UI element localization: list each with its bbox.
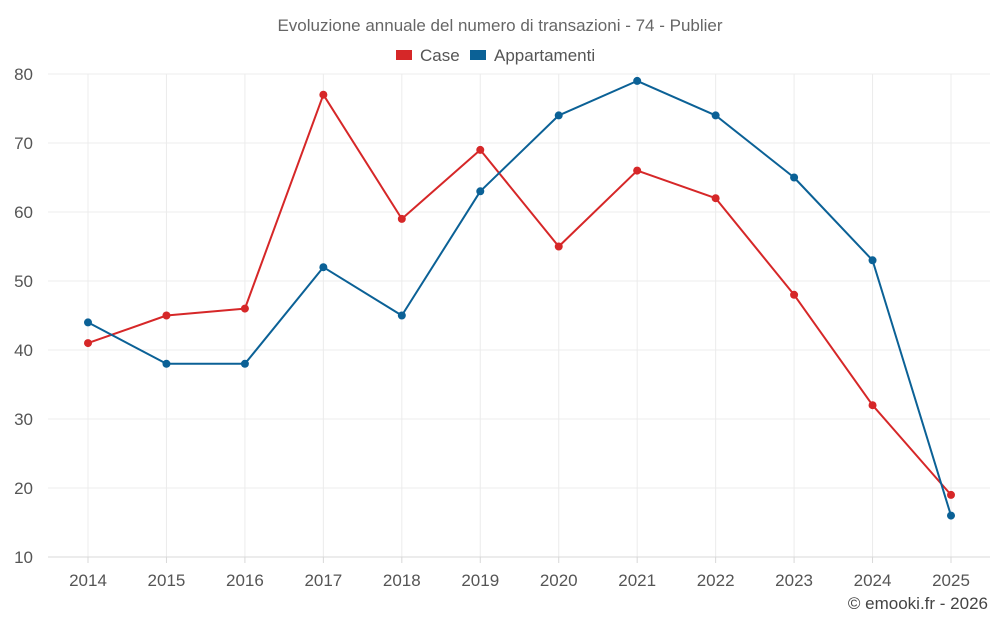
x-tick-label: 2015 [148, 571, 186, 590]
data-point-case[interactable] [476, 145, 485, 154]
series-line-case[interactable] [87, 93, 952, 496]
legend-label-appartamenti[interactable]: Appartamenti [494, 46, 595, 65]
data-point-case[interactable] [947, 490, 955, 499]
legend: Case Appartamenti [396, 46, 595, 65]
y-tick-label: 80 [14, 65, 33, 84]
data-point-case[interactable] [397, 214, 406, 223]
data-point-appartamenti[interactable] [868, 256, 877, 265]
data-point-appartamenti[interactable] [554, 111, 563, 120]
data-point-case[interactable] [633, 166, 642, 175]
series-layer [84, 76, 955, 520]
x-tick-label: 2023 [775, 571, 813, 590]
y-tick-label: 50 [14, 272, 33, 291]
data-point-case[interactable] [84, 339, 92, 348]
series-case [84, 90, 955, 499]
y-tick-label: 70 [14, 134, 33, 153]
data-point-appartamenti[interactable] [84, 318, 92, 327]
data-point-appartamenti[interactable] [397, 311, 406, 320]
y-tick-label: 60 [14, 203, 33, 222]
series-appartamenti [84, 76, 955, 520]
data-point-appartamenti[interactable] [711, 111, 720, 120]
y-tick-label: 40 [14, 341, 33, 360]
y-axis-ticks: 10 20 30 40 50 60 70 80 [14, 65, 33, 567]
x-tick-label: 2014 [69, 571, 107, 590]
data-point-case[interactable] [790, 290, 799, 299]
x-tick-label: 2025 [932, 571, 970, 590]
x-tick-label: 2021 [618, 571, 656, 590]
series-line-appartamenti[interactable] [87, 79, 952, 516]
x-axis-ticks: 2014 2015 2016 2017 2018 2019 2020 2021 2022 2023… [69, 571, 970, 590]
data-point-appartamenti[interactable] [319, 263, 328, 272]
grid [48, 73, 990, 557]
y-tick-label: 10 [14, 548, 33, 567]
x-tick-label: 2019 [461, 571, 499, 590]
legend-label-case[interactable]: Case [420, 46, 460, 65]
x-tick-label: 2018 [383, 571, 421, 590]
y-tick-label: 30 [14, 410, 33, 429]
legend-swatch-case[interactable] [396, 50, 412, 60]
data-point-appartamenti[interactable] [947, 511, 955, 520]
data-point-case[interactable] [868, 401, 877, 410]
data-point-appartamenti[interactable] [790, 173, 799, 182]
x-tick-label: 2016 [226, 571, 264, 590]
data-point-case[interactable] [162, 311, 171, 320]
data-point-appartamenti[interactable] [476, 187, 485, 196]
x-tick-label: 2022 [697, 571, 735, 590]
chart-title: Evoluzione annuale del numero di transaz… [277, 16, 722, 35]
data-point-appartamenti[interactable] [633, 76, 642, 85]
axes [48, 556, 990, 563]
data-point-appartamenti[interactable] [240, 359, 249, 368]
legend-swatch-appartamenti[interactable] [470, 50, 486, 60]
data-point-case[interactable] [711, 194, 720, 203]
copyright-credit: © emooki.fr - 2026 [848, 594, 988, 613]
data-point-case[interactable] [319, 90, 328, 99]
x-tick-label: 2024 [854, 571, 892, 590]
x-tick-label: 2017 [304, 571, 342, 590]
data-point-case[interactable] [554, 242, 563, 251]
data-point-case[interactable] [240, 304, 249, 313]
y-tick-label: 20 [14, 479, 33, 498]
x-tick-label: 2020 [540, 571, 578, 590]
data-point-appartamenti[interactable] [162, 359, 171, 368]
